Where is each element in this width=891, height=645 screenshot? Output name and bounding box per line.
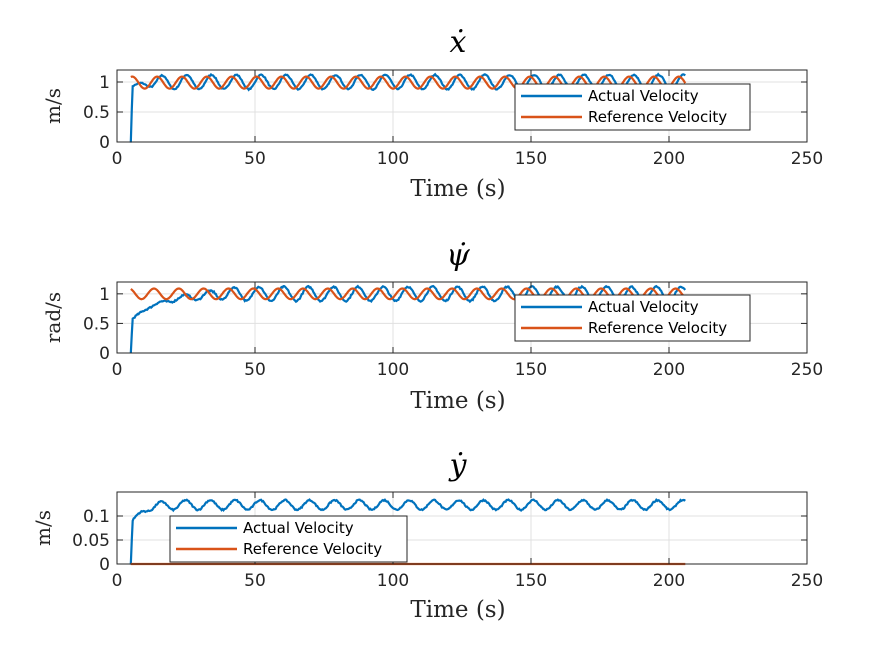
x-tick-label: 250: [791, 571, 823, 591]
x-tick-label: 50: [244, 360, 266, 380]
legend-label: Reference Velocity: [588, 319, 727, 337]
legend: Actual Velocity Reference Velocity: [169, 515, 408, 563]
y-tick-label: 0: [99, 555, 110, 575]
y-tick-label: 1: [99, 285, 110, 305]
y-axis-label: m/s: [41, 88, 65, 124]
axes-box: [116, 281, 808, 354]
x-axis-label: Time (s): [410, 597, 505, 623]
y-axis-label: rad/s: [41, 292, 65, 343]
y-tick-label: 0: [99, 344, 110, 364]
legend: Actual Velocity Reference Velocity: [514, 294, 751, 342]
legend: Actual Velocity Reference Velocity: [514, 83, 751, 131]
x-tick-label: 150: [515, 360, 547, 380]
series-line-actual: [129, 497, 686, 565]
x-tick-label: 200: [653, 149, 685, 169]
x-tick-label: 250: [791, 360, 823, 380]
legend-label: Actual Velocity: [588, 298, 699, 316]
x-tick-label: 0: [112, 360, 123, 380]
legend-label: Reference Velocity: [588, 108, 727, 126]
x-tick-label: 200: [653, 360, 685, 380]
subplot-title: ψ̇: [446, 238, 470, 273]
x-tick-label: 150: [515, 149, 547, 169]
x-tick-label: 0: [112, 571, 123, 591]
legend-label: Reference Velocity: [243, 540, 382, 558]
legend-box: [514, 83, 751, 131]
axes-box: [116, 491, 808, 565]
legend-box: [514, 294, 751, 342]
y-tick-label: 0.5: [83, 103, 110, 123]
x-tick-label: 150: [515, 571, 547, 591]
y-tick-label: 1: [99, 73, 110, 93]
legend-label: Actual Velocity: [243, 519, 354, 537]
x-tick-label: 100: [377, 571, 409, 591]
y-tick-label: 0.05: [72, 531, 110, 551]
x-tick-label: 200: [653, 571, 685, 591]
x-axis-label: Time (s): [410, 176, 505, 202]
y-tick-label: 0.5: [83, 314, 110, 334]
x-tick-label: 100: [377, 360, 409, 380]
x-axis-label: Time (s): [410, 388, 505, 414]
subplot-title: ẋ: [450, 25, 467, 60]
legend-label: Actual Velocity: [588, 87, 699, 105]
x-tick-label: 50: [244, 571, 266, 591]
axes-box: [116, 69, 808, 143]
subplot-title: ẏ: [448, 448, 468, 483]
y-tick-label: 0.1: [83, 507, 110, 527]
subplot-1: 0 50 100 150 200 250 0 0.5 1 ẋ Time (s) m/s Actual V…: [41, 25, 823, 202]
x-tick-label: 50: [244, 149, 266, 169]
y-tick-label: 0: [99, 133, 110, 153]
x-tick-label: 0: [112, 149, 123, 169]
legend-box: [169, 515, 408, 563]
y-axis-label: m/s: [31, 510, 55, 546]
x-tick-label: 250: [791, 149, 823, 169]
x-tick-label: 100: [377, 149, 409, 169]
subplot-2: 0 50 100 150 200 250 0 0.5 1 ψ̇ Time (s) rad/s Actua…: [41, 238, 823, 414]
